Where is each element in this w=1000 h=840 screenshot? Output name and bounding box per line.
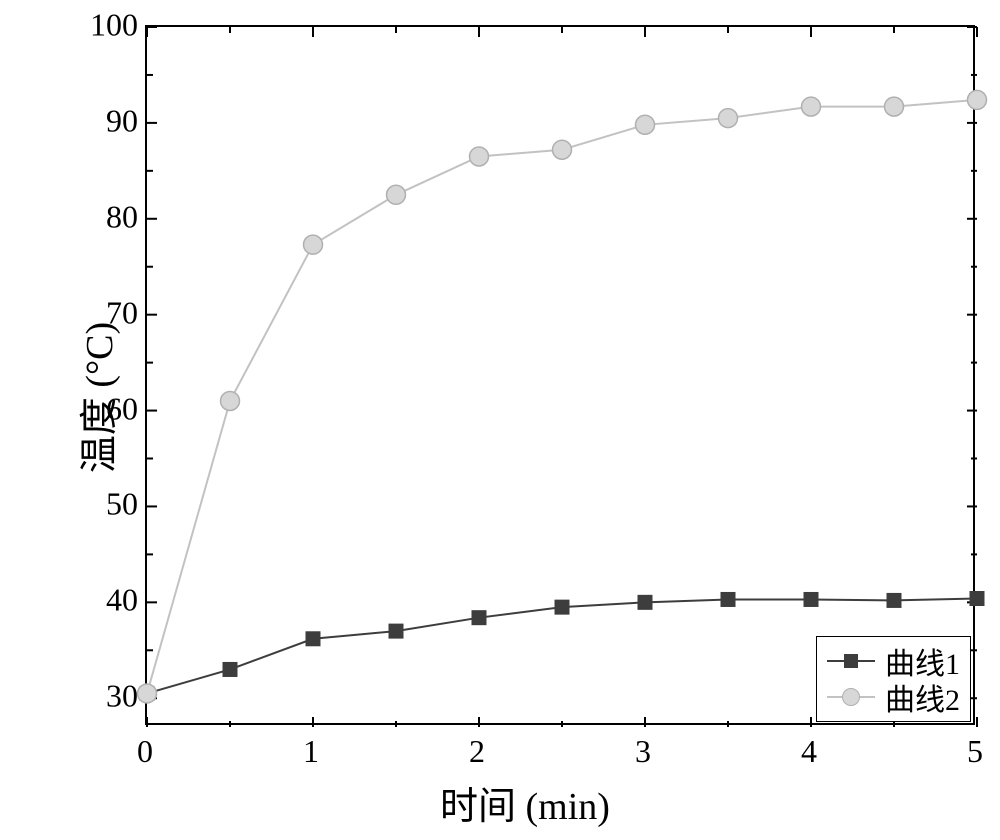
- marker-square-icon: [887, 593, 901, 607]
- plot-area: [145, 25, 975, 725]
- marker-circle-icon: [968, 90, 987, 109]
- y-tick-label: 90: [106, 102, 138, 139]
- x-tick-label: 2: [469, 733, 485, 770]
- y-tick-label: 40: [106, 582, 138, 619]
- marker-circle-icon: [885, 97, 904, 116]
- legend-line-1: [827, 660, 875, 662]
- marker-square-icon: [804, 592, 818, 606]
- x-tick-label: 4: [801, 733, 817, 770]
- legend-marker-square-icon: [844, 654, 858, 668]
- marker-circle-icon: [470, 147, 489, 166]
- y-tick-label: 60: [106, 390, 138, 427]
- y-tick-label: 100: [90, 7, 138, 44]
- legend: 曲线1 曲线2: [816, 636, 971, 722]
- legend-label-2: 曲线2: [885, 675, 960, 719]
- marker-square-icon: [555, 600, 569, 614]
- marker-circle-icon: [553, 140, 572, 159]
- x-axis-label: 时间 (min): [440, 775, 610, 830]
- y-tick-label: 30: [106, 678, 138, 715]
- marker-circle-icon: [719, 109, 738, 128]
- y-tick-label: 80: [106, 198, 138, 235]
- plot-svg: [147, 27, 977, 727]
- legend-item-1: 曲线1: [827, 643, 960, 679]
- marker-circle-icon: [138, 684, 157, 703]
- marker-circle-icon: [304, 235, 323, 254]
- marker-circle-icon: [636, 115, 655, 134]
- y-tick-label: 70: [106, 294, 138, 331]
- legend-line-2: [827, 696, 875, 698]
- legend-marker-circle-icon: [842, 688, 860, 706]
- marker-square-icon: [389, 624, 403, 638]
- x-tick-label: 0: [137, 733, 153, 770]
- marker-square-icon: [970, 592, 984, 606]
- x-tick-label: 1: [303, 733, 319, 770]
- legend-item-2: 曲线2: [827, 679, 960, 715]
- marker-circle-icon: [387, 185, 406, 204]
- marker-square-icon: [223, 662, 237, 676]
- marker-square-icon: [721, 592, 735, 606]
- marker-square-icon: [472, 611, 486, 625]
- chart-container: 温度 (°C) 时间 (min) 30405060708090100 01234…: [0, 0, 1000, 840]
- marker-circle-icon: [802, 97, 821, 116]
- marker-square-icon: [306, 632, 320, 646]
- y-tick-label: 50: [106, 486, 138, 523]
- marker-circle-icon: [221, 391, 240, 410]
- marker-square-icon: [638, 595, 652, 609]
- x-tick-label: 5: [967, 733, 983, 770]
- x-tick-label: 3: [635, 733, 651, 770]
